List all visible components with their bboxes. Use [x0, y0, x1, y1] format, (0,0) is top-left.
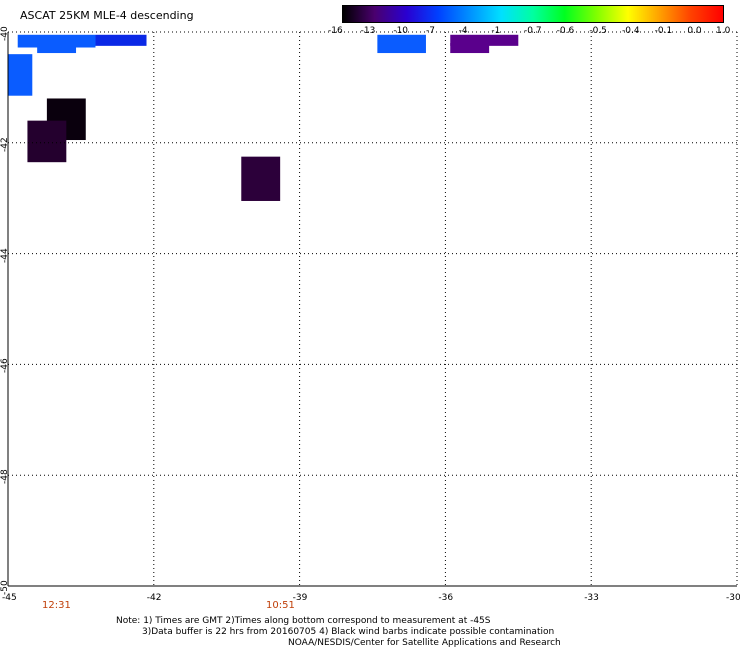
colorbar-tick-label: -1 [491, 26, 501, 36]
wind-swath-cell [95, 34, 147, 46]
wind-swath-cell [450, 43, 490, 54]
map-title: ASCAT 25KM MLE-4 descending [20, 9, 194, 22]
note-line-3: NOAA/NESDIS/Center for Satellite Applica… [288, 638, 561, 648]
longitude-tick-label: -36 [438, 593, 454, 603]
longitude-tick-label: -42 [146, 593, 162, 603]
colorbar-tick-label: -16 [328, 26, 343, 36]
wind-swath-cell [377, 34, 426, 54]
wind-swath-cell [8, 54, 33, 96]
colorbar-tick-label: -0.1 [654, 26, 673, 36]
colorbar-tick-label: -0.5 [589, 26, 607, 36]
colorbar-tick-label: 0.0 [687, 26, 702, 36]
longitude-tick-label: -39 [292, 593, 308, 603]
latitude-tick-label: -46 [0, 358, 10, 374]
colorbar-tick-label: -0.7 [524, 26, 542, 36]
note-line-1: Note: 1) Times are GMT 2)Times along bot… [116, 616, 491, 626]
colorbar-tick-label: -4 [458, 26, 468, 36]
latitude-tick-label: -44 [0, 247, 10, 263]
latitude-tick-label: -40 [0, 26, 10, 41]
wind-swath-cell [241, 156, 281, 201]
latitude-tick-label: -42 [0, 137, 10, 152]
wind-swath-cell [27, 120, 67, 163]
longitude-tick-label: -30 [726, 593, 740, 603]
colorbar-tick-label: -0.4 [622, 26, 640, 36]
time-label-1051: 10:51 [266, 600, 295, 611]
colorbar-tick-label: 1.0 [716, 26, 731, 36]
colorbar [342, 5, 724, 23]
longitude-tick-label: -45 [2, 593, 17, 603]
colorbar-tick-label: -10 [393, 26, 409, 36]
wind-swath-cell [450, 34, 519, 46]
latitude-tick-label: -48 [0, 469, 10, 485]
colorbar-tick-label: -0.6 [556, 26, 575, 36]
colorbar-tick-label: -13 [360, 26, 376, 36]
wind-swath-cell [37, 43, 77, 54]
note-line-2: 3)Data buffer is 22 hrs from 20160705 4)… [142, 627, 555, 637]
longitude-tick-label: -33 [584, 593, 599, 603]
time-label-1231: 12:31 [42, 600, 71, 611]
colorbar-tick-label: -7 [426, 26, 435, 36]
